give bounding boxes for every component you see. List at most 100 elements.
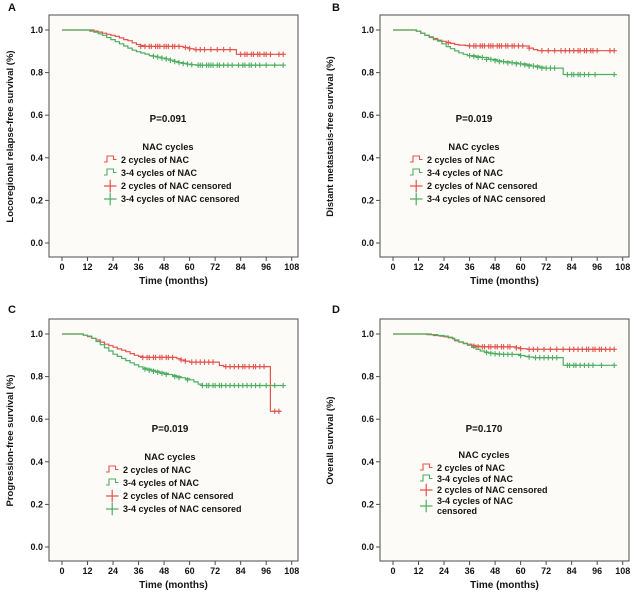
y-tick-label: 0.2 [361,195,374,205]
censor-mark-green [509,351,515,358]
km-plot-locoregional: 0 12 24 36 48 60 72 84 96 108 0.0 0.2 0.4 0.6 0.8 1.0 Ti… [5,14,299,287]
censor-mark-green [590,362,596,369]
km-plot-distant-metastasis: 0 12 24 36 48 60 72 84 96 108 0.0 0.2 0.4 0.6 0.8 1.0 Ti… [325,14,630,287]
censor-mark-green [517,61,524,67]
survival-curve-green [62,333,284,387]
legend-censored-plus-icon [104,179,117,193]
legend-item-label: 2 cycles of NAC [121,155,190,165]
legend-censored-plus-icon [410,192,423,206]
y-tick-label: 0.2 [361,499,374,509]
panel-locoregional-relapse-free-survival: A 0 12 24 36 48 60 72 84 96 108 0.0 0.2 0.4 0.6 0.8 1.0… [0,0,320,300]
legend-item-label: 3-4 cycles of NAC censored [427,194,546,204]
censor-mark-red [541,346,547,353]
censor-mark-green [611,71,617,78]
x-tick-label: 36 [465,566,475,576]
censor-mark-red [534,346,541,353]
censor-mark-red [178,357,184,363]
censor-mark-red [517,345,524,352]
y-tick-label: 0.8 [361,68,374,78]
censor-mark-red [611,346,617,353]
x-axis-title: Time (months) [470,276,539,287]
censor-mark-red [513,345,520,351]
x-tick-label: 60 [185,262,195,272]
censor-mark-red [261,363,267,370]
censor-mark-green [159,370,165,377]
censor-mark-red [520,43,526,49]
legend-step-line-icon [410,155,423,163]
censor-mark-red [594,47,600,54]
censor-mark-red [220,46,227,53]
legend-step-line-icon [410,168,423,176]
legend-item-label: 3-4 cycles of NAC [437,474,514,484]
x-tick-label: 108 [615,262,630,272]
x-tick-label: 12 [83,566,93,576]
censor-mark-green [509,60,515,66]
x-tick-label: 0 [59,566,64,576]
censor-mark-green [483,349,490,356]
censor-mark-green [150,368,157,374]
censor-mark-green [280,382,286,389]
censor-mark-green [184,61,191,67]
y-tick-label: 1.0 [361,25,374,35]
y-tick-label: 0.6 [30,110,43,120]
x-tick-label: 36 [465,262,475,272]
y-tick-label: 0.0 [361,238,374,248]
censor-mark-green [142,366,148,372]
legend-step-line-icon [106,478,119,486]
legend-censored-plus-icon [420,499,433,513]
y-tick-label: 0.8 [361,372,374,382]
survival-curve-green [393,333,615,366]
x-tick-label: 108 [615,566,630,576]
censor-mark-green [257,62,263,68]
censor-mark-red [276,408,282,415]
censor-mark-red [280,51,286,57]
plot-frame [379,318,630,562]
censor-mark-green [163,371,169,378]
y-tick-label: 0.4 [30,457,43,467]
legend-item-label: 3-4 cycles of NAC censored [123,504,242,514]
censor-mark-red [445,40,452,46]
legend-title: NAC cycles [458,450,509,460]
censor-mark-red [526,45,532,51]
censor-mark-green [522,62,528,68]
censor-mark-green [159,55,165,61]
censor-mark-green [229,62,235,68]
panel-distant-metastasis-free-survival: B 0 12 24 36 48 60 72 84 96 108 0.0 0.2 0.4 0.6 0.8 1.0… [320,0,640,300]
censor-mark-red [169,354,176,361]
censor-mark-red [176,43,182,50]
censor-mark-green [488,56,494,63]
censor-mark-green [176,374,182,381]
censor-mark-green [155,369,161,376]
panel-letter: D [332,304,340,316]
censor-mark-green [479,54,486,61]
censor-mark-green [554,354,560,361]
y-tick-label: 1.0 [361,329,374,339]
y-tick-label: 0.4 [30,153,43,163]
censor-mark-green [526,354,532,360]
legend-item-label: 2 cycles of NAC censored [427,181,538,191]
p-value-label: P=0.091 [150,114,187,125]
censor-mark-red [182,44,189,51]
censor-mark-red [551,47,558,54]
x-tick-label: 84 [567,566,577,576]
censor-mark-green [163,56,169,62]
censor-mark-green [146,367,152,373]
legend-step-line-icon [104,155,117,163]
x-tick-label: 36 [134,566,144,576]
legend-censored-plus-icon [410,179,423,193]
y-axis-title: Distant metastasis-free survival (%) [325,56,336,217]
censor-mark-red [186,46,193,52]
legend-title: NAC cycles [142,142,193,152]
censor-mark-green [492,57,498,64]
x-tick-label: 96 [592,566,602,576]
x-tick-label: 72 [541,566,551,576]
censor-mark-green [155,54,161,60]
legend-item-label: 3-4 cycles of NAC [427,168,504,178]
km-plot-overall: 0 12 24 36 48 60 72 84 96 108 0.0 0.2 0.4 0.6 0.8 1.0 Ti… [325,318,630,591]
y-tick-label: 1.0 [30,329,43,339]
x-tick-label: 84 [236,262,246,272]
censor-mark-red [560,346,566,353]
censor-mark-green [184,377,191,383]
x-tick-label: 96 [592,262,602,272]
x-tick-label: 84 [236,566,246,576]
